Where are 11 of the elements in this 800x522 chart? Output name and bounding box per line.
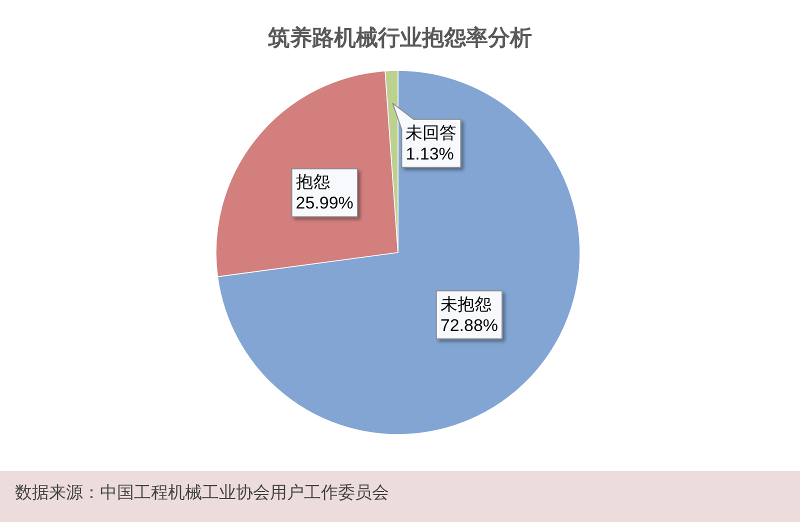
chart-title: 筑养路机械行业抱怨率分析 — [267, 25, 532, 50]
slice-label: 抱怨 — [296, 172, 330, 192]
data-label: 25.99% — [296, 194, 354, 213]
data-label: 1.13% — [406, 144, 454, 164]
data-label: 未抱怨 72.88% — [436, 290, 503, 340]
slice-label: 未回答 — [406, 123, 457, 142]
slice-label: 未抱怨 — [440, 294, 492, 314]
data-label: 未回答 1.13% — [392, 102, 462, 168]
source-note: 数据来源：中国工程机械工业协会用户工作委员会 — [15, 483, 389, 502]
data-label: 72.88% — [440, 316, 498, 335]
data-label: 抱怨 25.99% — [291, 168, 358, 218]
